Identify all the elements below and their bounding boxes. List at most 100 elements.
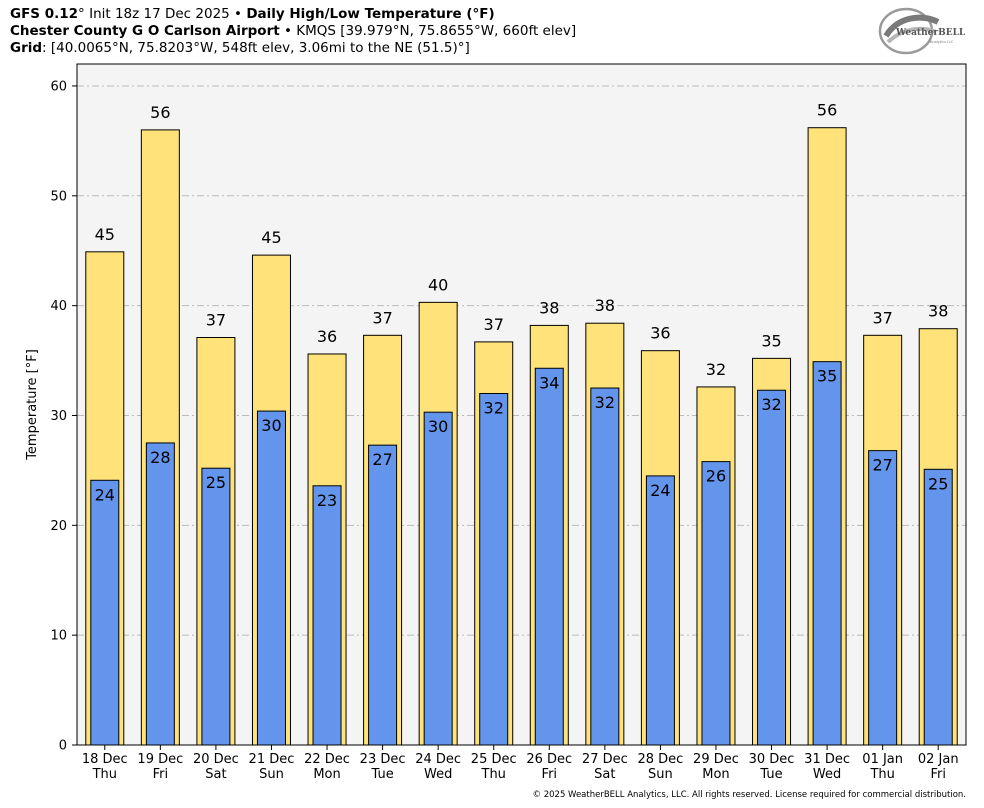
- low-temp-label: 24: [95, 485, 115, 504]
- low-temp-bar: [590, 387, 620, 746]
- model-name: GFS 0.12: [10, 6, 79, 22]
- low-temp-label: 25: [928, 474, 948, 493]
- x-tick-day: Mon: [313, 767, 340, 782]
- x-tick-day: Wed: [424, 767, 452, 782]
- high-temp-label: 32: [706, 360, 726, 379]
- high-temp-label: 37: [484, 315, 504, 334]
- x-tick-date: 31 Dec: [804, 752, 850, 767]
- low-temp-bar: [812, 361, 842, 746]
- low-temp-bar: [368, 444, 398, 746]
- x-tick-date: 24 Dec: [415, 752, 461, 767]
- plot-frame: [76, 63, 967, 746]
- x-tick-day: Fri: [153, 767, 169, 782]
- x-tick-date: 19 Dec: [137, 752, 183, 767]
- header-separator: •: [229, 6, 247, 22]
- low-temp-bar: [90, 479, 120, 746]
- grid-info: : [40.0065°N, 75.8203°W, 548ft elev, 3.0…: [42, 40, 470, 56]
- low-temp-label: 30: [428, 417, 448, 436]
- low-temp-label: 26: [706, 467, 726, 486]
- high-temp-label: 45: [95, 225, 115, 244]
- header-separator: •: [279, 23, 297, 39]
- x-tick-date: 28 Dec: [637, 752, 683, 767]
- x-tick-date: 25 Dec: [471, 752, 517, 767]
- model-degree: °: [78, 6, 85, 22]
- low-temp-label: 25: [206, 473, 226, 492]
- low-temp-bar: [145, 442, 175, 746]
- x-tick-date: 02 Jan: [918, 752, 959, 767]
- x-tick-date: 23 Dec: [360, 752, 406, 767]
- low-temp-label: 23: [317, 491, 337, 510]
- high-temp-label: 37: [872, 308, 892, 327]
- low-temp-bar: [645, 475, 675, 746]
- copyright-notice: © 2025 WeatherBELL Analytics, LLC. All r…: [532, 790, 966, 800]
- logo-subtext: Analytics LLC: [930, 40, 954, 44]
- high-temp-label: 56: [817, 101, 837, 120]
- x-tick-day: Fri: [542, 767, 558, 782]
- high-temp-label: 35: [761, 331, 781, 350]
- high-temp-label: 40: [428, 275, 448, 294]
- y-tick-label: 0: [59, 739, 67, 754]
- low-temp-label: 34: [539, 373, 559, 392]
- high-temp-label: 38: [928, 302, 948, 321]
- high-temp-label: 38: [595, 296, 615, 315]
- x-tick-date: 27 Dec: [582, 752, 628, 767]
- station-info: KMQS [39.979°N, 75.8655°W, 660ft elev]: [296, 23, 577, 39]
- high-temp-label: 56: [150, 103, 170, 122]
- x-tick-day: Wed: [813, 767, 841, 782]
- low-temp-bar: [701, 461, 731, 746]
- x-tick-date: 22 Dec: [304, 752, 350, 767]
- low-temp-bar: [757, 389, 787, 746]
- y-axis-ticks: 0 10 20 30 40 50 60: [50, 79, 77, 754]
- x-tick-day: Sat: [205, 767, 226, 782]
- init-time: Init 18z 17 Dec 2025: [84, 6, 230, 22]
- low-temp-label: 35: [817, 367, 837, 386]
- low-temp-bar: [256, 410, 286, 746]
- x-tick-day: Thu: [869, 767, 894, 782]
- low-temp-label: 28: [150, 448, 170, 467]
- low-temp-label: 30: [261, 416, 281, 435]
- x-tick-day: Mon: [702, 767, 729, 782]
- low-temp-label: 27: [872, 456, 892, 475]
- y-tick-label: 60: [50, 79, 67, 94]
- chart-header: GFS 0.12° Init 18z 17 Dec 2025 • Daily H…: [10, 6, 576, 57]
- high-temp-label: 45: [261, 228, 281, 247]
- high-temp-label: 37: [372, 308, 392, 327]
- low-temp-label: 27: [372, 450, 392, 469]
- x-tick-day: Sun: [648, 767, 673, 782]
- x-tick-date: 26 Dec: [526, 752, 572, 767]
- high-temp-label: 37: [206, 310, 226, 329]
- logo-text: WeatherBELL: [895, 28, 966, 38]
- low-temp-bar: [534, 367, 564, 746]
- low-temp-bar: [923, 468, 953, 746]
- low-temp-bar: [868, 450, 898, 746]
- low-temp-bar: [312, 485, 342, 746]
- station-name: Chester County G O Carlson Airport: [10, 23, 280, 39]
- high-temp-label: 36: [650, 324, 670, 343]
- x-tick-day: Fri: [930, 767, 946, 782]
- weatherbell-logo: WeatherBELL Analytics LLC: [878, 7, 966, 55]
- header-line-grid: Grid: [40.0065°N, 75.8203°W, 548ft elev,…: [10, 40, 576, 57]
- low-temp-bar: [423, 411, 453, 746]
- bars: 45 24 56 28 37 25 45 30 36 23 37 27 40 30 37 32 38 34 38 32…: [85, 101, 958, 746]
- x-tick-day: Thu: [92, 767, 117, 782]
- y-tick-label: 10: [50, 629, 67, 644]
- high-temp-label: 36: [317, 327, 337, 346]
- x-tick-date: 30 Dec: [749, 752, 795, 767]
- high-temp-label: 38: [539, 298, 559, 317]
- x-tick-day: Thu: [481, 767, 506, 782]
- low-temp-label: 32: [761, 395, 781, 414]
- y-axis-title: Temperature [°F]: [25, 349, 40, 461]
- header-line-station: Chester County G O Carlson Airport • KMQ…: [10, 23, 576, 40]
- y-tick-label: 40: [50, 299, 67, 314]
- x-tick-day: Tue: [759, 767, 782, 782]
- x-tick-day: Tue: [370, 767, 393, 782]
- y-tick-label: 20: [50, 519, 67, 534]
- grid-label: Grid: [10, 40, 43, 56]
- x-tick-date: 21 Dec: [249, 752, 295, 767]
- chart-title: Daily High/Low Temperature (°F): [246, 6, 495, 22]
- low-temp-bar: [479, 393, 509, 746]
- x-tick-date: 18 Dec: [82, 752, 128, 767]
- low-temp-label: 32: [484, 399, 504, 418]
- low-temp-label: 32: [595, 393, 615, 412]
